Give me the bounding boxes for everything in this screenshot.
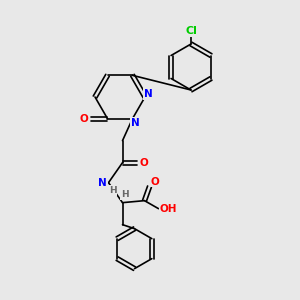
Text: H: H xyxy=(121,190,128,199)
Text: Cl: Cl xyxy=(185,26,197,36)
Text: O: O xyxy=(79,114,88,124)
Text: H: H xyxy=(109,186,116,195)
Text: N: N xyxy=(144,89,152,99)
Text: O: O xyxy=(139,158,148,168)
Text: OH: OH xyxy=(160,204,177,214)
Text: N: N xyxy=(98,178,107,188)
Text: N: N xyxy=(131,118,140,128)
Text: O: O xyxy=(150,177,159,187)
